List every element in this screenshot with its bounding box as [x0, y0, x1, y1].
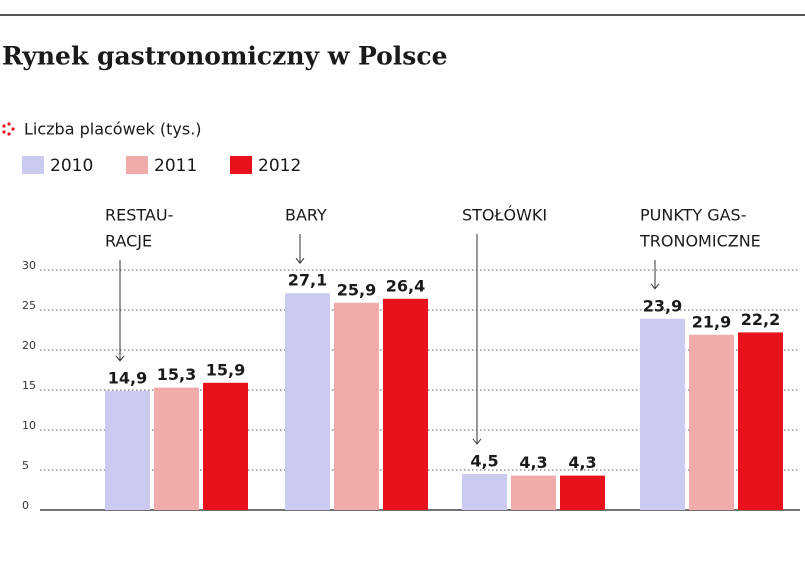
category-label: PUNKTY GAS- — [640, 206, 746, 225]
category-label: RESTAU- — [105, 206, 173, 225]
pointer-head — [115, 355, 125, 362]
bar — [511, 475, 556, 510]
legend-swatch — [22, 156, 44, 174]
value-label: 15,3 — [157, 365, 196, 384]
bar — [383, 298, 428, 510]
category-label: STOŁÓWKI — [462, 206, 547, 225]
value-label: 15,9 — [206, 360, 245, 379]
legend-swatch — [126, 156, 148, 174]
pointer-head — [472, 438, 482, 445]
bar — [640, 318, 685, 510]
y-tick-label: 15 — [22, 379, 36, 392]
legend-label: 2010 — [50, 156, 93, 176]
value-label: 26,4 — [386, 276, 425, 295]
bar — [462, 474, 507, 510]
value-label: 22,2 — [741, 310, 780, 329]
value-label: 25,9 — [337, 280, 376, 299]
bar — [203, 382, 248, 510]
value-label: 4,3 — [568, 453, 596, 472]
category-label: BARY — [285, 206, 327, 225]
value-label: 4,5 — [470, 452, 498, 471]
bar — [334, 302, 379, 510]
subtitle-icon — [2, 122, 15, 136]
bar — [560, 475, 605, 510]
bar — [154, 387, 199, 510]
value-label: 4,3 — [519, 453, 547, 472]
pointer-head — [650, 283, 660, 290]
chart-title: Rynek gastronomiczny w Polsce — [2, 42, 447, 71]
value-label: 27,1 — [288, 271, 327, 290]
y-tick-label: 0 — [22, 499, 29, 512]
subtitle: Liczba placówek (tys.) — [24, 120, 202, 139]
pointer-head — [295, 257, 305, 265]
value-label: 14,9 — [108, 368, 147, 387]
category-label: TRONOMICZNE — [639, 232, 761, 251]
bar — [105, 390, 150, 510]
legend-label: 2011 — [154, 156, 197, 176]
y-tick-label: 25 — [22, 299, 36, 312]
category-label: RACJE — [105, 232, 152, 251]
y-tick-label: 10 — [22, 419, 36, 432]
legend-label: 2012 — [258, 156, 301, 176]
value-label: 23,9 — [643, 296, 682, 315]
bar — [285, 293, 330, 510]
bar — [689, 334, 734, 510]
y-tick-label: 30 — [22, 259, 36, 272]
y-tick-label: 20 — [22, 339, 36, 352]
value-label: 21,9 — [692, 312, 731, 331]
y-tick-label: 5 — [22, 459, 29, 472]
bar — [738, 332, 783, 510]
legend-swatch — [230, 156, 252, 174]
